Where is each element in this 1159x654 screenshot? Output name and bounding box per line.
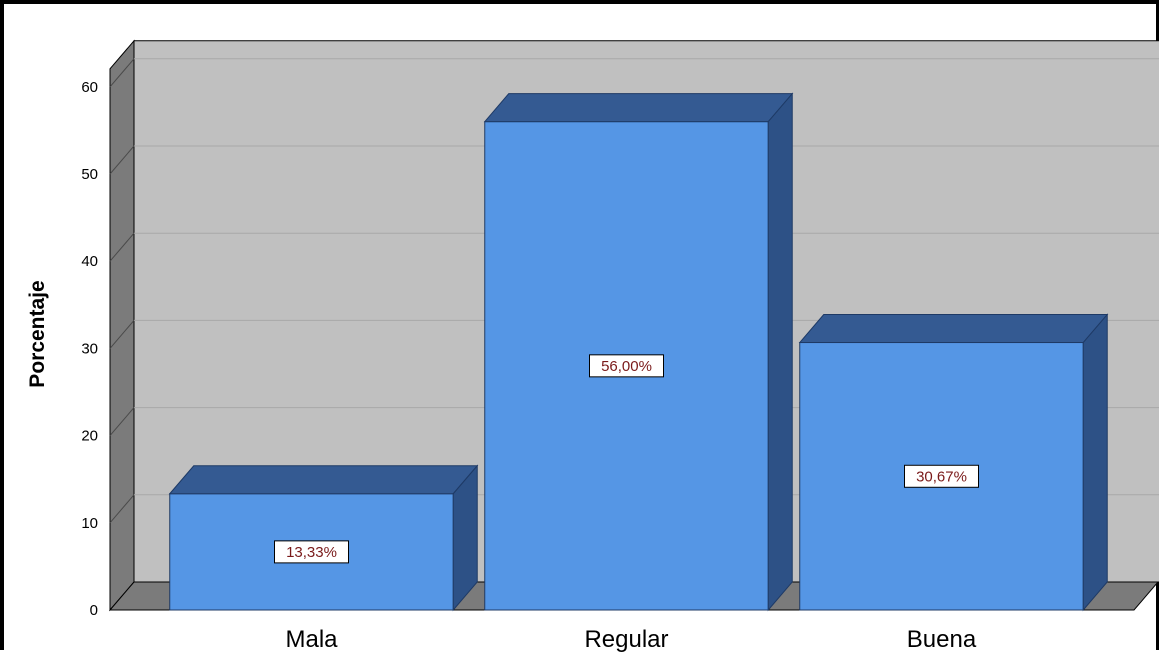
bar-chart: 0 10 20 30 40 50 60 13,33% 56,00% 30,67% Mala Reg… (26, 39, 1159, 653)
bar-top (483, 93, 794, 123)
data-label: 13,33% (286, 544, 337, 561)
bar-top (798, 314, 1109, 344)
bar-mala: 13,33% (168, 464, 479, 612)
y-tick-label: 0 (90, 602, 98, 619)
bar-regular: 56,00% (483, 92, 794, 612)
gridline-side (109, 407, 135, 436)
y-tick-label: 60 (81, 79, 98, 96)
y-tick-label: 40 (81, 253, 98, 270)
y-tick-label: 20 (81, 428, 98, 445)
y-tick-label: 10 (81, 515, 98, 532)
x-tick-label: Buena (907, 626, 977, 653)
bar-side (1082, 313, 1108, 612)
y-axis-ticks: 0 10 20 30 40 50 60 (81, 79, 98, 619)
gridline-side (109, 232, 135, 262)
x-tick-label: Mala (285, 626, 338, 653)
gridline-side (109, 58, 135, 88)
gridline-side (109, 494, 135, 524)
bar-top (168, 465, 479, 495)
data-label: 30,67% (916, 468, 967, 485)
x-tick-label: Regular (584, 626, 668, 653)
bar-buena: 30,67% (798, 313, 1109, 612)
data-label-box (274, 540, 349, 564)
gridline-side (109, 145, 135, 175)
y-tick-label: 30 (81, 340, 98, 357)
x-axis-labels: Mala Regular Buena (285, 626, 976, 653)
bar-side (767, 92, 793, 612)
data-label-box (904, 464, 979, 488)
side-wall (109, 39, 135, 612)
gridline-side (109, 320, 135, 349)
bar-side (452, 464, 478, 612)
y-axis-title: Porcentaje (26, 280, 49, 387)
y-tick-label: 50 (81, 166, 98, 183)
data-label-box (589, 354, 664, 378)
data-label: 56,00% (601, 358, 652, 375)
bars: 13,33% 56,00% 30,67% (168, 92, 1109, 612)
